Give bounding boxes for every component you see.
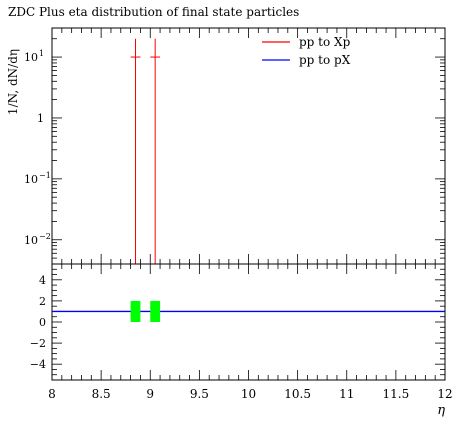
y-tick-label-exponent: 1 (39, 49, 44, 58)
ratio-y-tick-label: 2 (39, 295, 46, 308)
x-tick-label: 8 (48, 387, 56, 401)
y-tick-label: 1 (37, 112, 44, 125)
x-tick-label: 9.5 (190, 387, 209, 401)
x-tick-label: 12 (437, 387, 452, 401)
x-tick-label: 11 (339, 387, 354, 401)
y-axis-label: 1/N, dN/dη (6, 49, 20, 115)
y-tick-label: 10 (24, 234, 38, 247)
x-axis-label: η (437, 403, 445, 418)
y-tick-label-base: 10 (24, 51, 38, 64)
legend-label: pp to Xp (299, 35, 351, 49)
y-tick-label-base: 10 (24, 173, 38, 186)
ratio-band (150, 300, 161, 322)
y-tick-label-exponent: −2 (39, 232, 51, 241)
y-tick-label: 10 (24, 51, 38, 64)
y-tick-label-base: 10 (24, 234, 38, 247)
chart-title: ZDC Plus eta distribution of final state… (8, 5, 299, 19)
ratio-y-tick-label: 4 (39, 274, 46, 287)
legend-label: pp to pX (299, 53, 351, 67)
x-tick-label: 10 (241, 387, 256, 401)
y-axis-label-text: 1/N, dN/dη (6, 49, 20, 115)
ratio-panel-frame (51, 263, 446, 381)
x-tick-label: 10.5 (284, 387, 311, 401)
x-tick-label: 9 (146, 387, 154, 401)
ratio-y-tick-label: 0 (39, 316, 46, 329)
main-panel-frame (51, 27, 446, 265)
ratio-band (130, 300, 141, 322)
ratio-y-tick-label: −2 (30, 337, 46, 350)
x-tick-label: 11.5 (383, 387, 410, 401)
x-tick-label: 8.5 (92, 387, 111, 401)
y-tick-label-exponent: −1 (39, 171, 51, 180)
legend: pp to Xp pp to pX (262, 35, 351, 67)
ratio-y-tick-label: −4 (30, 358, 46, 371)
y-tick-label: 10 (24, 173, 38, 186)
y-tick-label-base: 1 (37, 112, 44, 125)
ratio-panel: 8 8.5 9 9.5 10 10.5 11 11.5 12 4 2 0 −2 −4 (30, 263, 453, 401)
